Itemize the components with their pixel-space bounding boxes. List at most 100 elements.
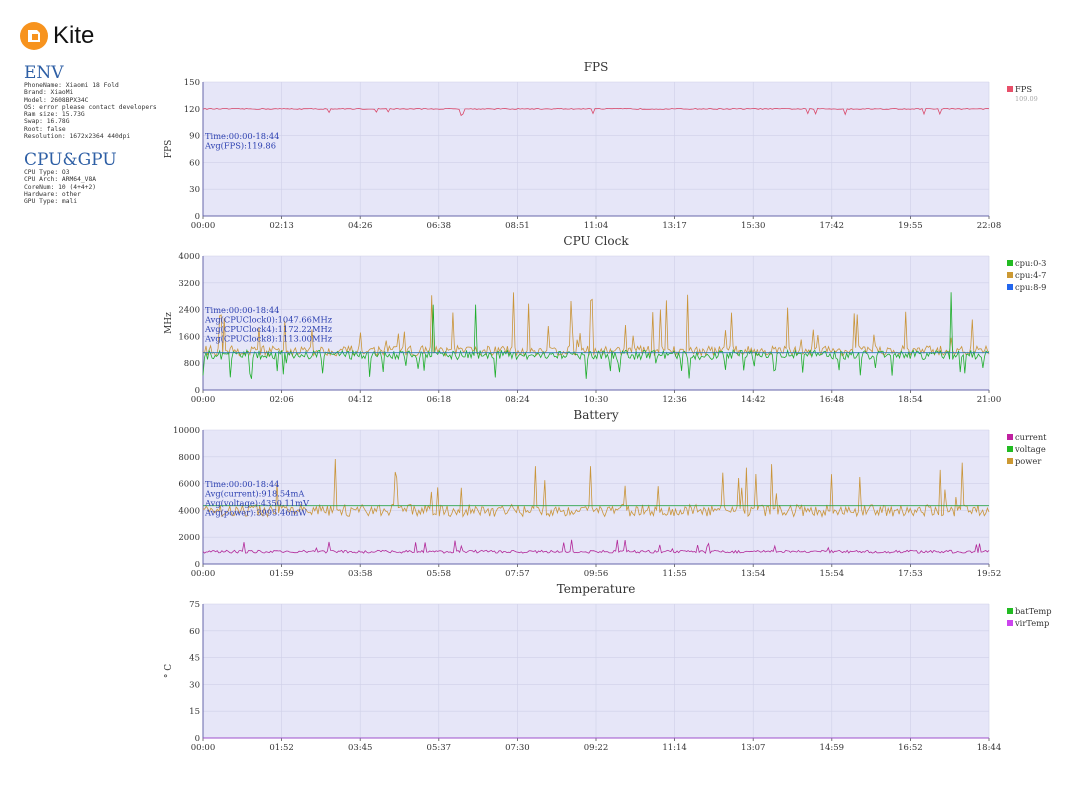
legend-swatch [1007,608,1013,614]
x-tick-label: 15:30 [741,221,766,231]
env-ram: Ram size: 15.73G [24,111,85,119]
chart-title: FPS [584,60,609,74]
env-brand: Brand: XiaoMi [24,89,74,97]
x-tick-label: 19:52 [977,569,1002,579]
cpu-type: CPU Type: O3 [24,169,70,176]
x-tick-label: 03:58 [348,569,373,579]
series-line [202,539,990,554]
x-tick-label: 02:06 [269,395,294,405]
env-title: ENV [24,63,64,83]
chart-title: Temperature [557,582,636,596]
annotation-text: Time:00:00-18:44 [205,131,279,141]
x-tick-label: 18:54 [898,395,923,405]
y-tick-label: 15 [189,707,200,717]
y-axis-label: ° C [164,664,174,678]
x-tick-label: 09:22 [584,743,609,753]
env-resolution: Resolution: 1672x2364 440dpi [24,133,131,141]
legend-label: batTemp [1015,606,1052,616]
y-tick-label: 2000 [178,533,200,543]
x-tick-label: 01:59 [269,569,294,579]
env-model: Model: 2608BPX34C [24,96,89,104]
x-tick-label: 00:00 [191,395,216,405]
x-tick-label: 04:26 [348,221,373,231]
x-tick-label: 16:48 [820,395,845,405]
legend-swatch [1007,434,1013,440]
legend-label: current [1015,432,1047,442]
x-tick-label: 11:04 [584,221,609,231]
legend-swatch [1007,284,1013,290]
legend-swatch [1007,86,1013,92]
y-tick-label: 120 [184,105,200,115]
x-tick-label: 10:30 [584,395,609,405]
y-tick-label: 0 [195,212,200,222]
annotation-text: Avg(voltage):4350.11mV [204,498,310,508]
annotation-text: Avg(CPUClock8):1113.00MHz [204,334,333,344]
x-tick-label: 09:56 [584,569,609,579]
x-tick-label: 03:45 [348,743,373,753]
y-tick-label: 75 [189,600,200,610]
x-tick-label: 17:53 [898,569,923,579]
y-tick-label: 0 [195,734,200,744]
legend-label: voltage [1014,444,1046,454]
brand-name: Kite [53,22,95,49]
cpugpu-title: CPU&GPU [24,150,117,170]
x-tick-label: 05:37 [427,743,452,753]
y-tick-label: 0 [195,560,200,570]
series-line [202,107,990,117]
x-tick-label: 02:13 [269,221,294,231]
x-tick-label: 04:12 [348,395,373,405]
legend-swatch [1007,260,1013,266]
annotation-text: Time:00:00-18:44 [205,305,279,315]
x-tick-label: 19:55 [898,221,923,231]
y-tick-label: 30 [189,185,200,195]
y-tick-label: 150 [184,78,200,88]
series-line [202,292,990,379]
x-tick-label: 00:00 [191,743,216,753]
env-os: OS: error please contact developers [24,103,157,111]
y-tick-label: 4000 [178,252,200,262]
x-tick-label: 13:54 [741,569,766,579]
core-num: CoreNum: 10 (4+4+2) [24,183,97,191]
y-tick-label: 2400 [178,306,200,316]
x-tick-label: 13:17 [662,221,687,231]
legend-label: power [1015,456,1041,466]
x-tick-label: 11:14 [662,743,687,753]
y-tick-label: 60 [189,158,200,168]
x-tick-label: 21:00 [977,395,1002,405]
y-tick-label: 6000 [178,480,200,490]
y-tick-label: 10000 [173,426,200,436]
y-tick-label: 45 [189,654,200,664]
cpugpu-panel: CPU&GPU CPU Type: O3 CPU Arch: ARM64_V8A… [24,151,174,205]
cpu-arch: CPU Arch: ARM64_V8A [24,176,97,184]
x-tick-label: 05:58 [427,569,452,579]
y-tick-label: 0 [195,386,200,396]
legend-sub: 109.09 [1015,95,1038,103]
x-tick-label: 06:18 [427,395,452,405]
legend-swatch [1007,620,1013,626]
kite-logo-icon [20,22,48,50]
x-tick-label: 00:00 [191,221,216,231]
hardware: Hardware: other [24,190,81,198]
x-tick-label: 16:52 [898,743,923,753]
y-tick-label: 60 [189,627,200,637]
legend-label: FPS [1015,84,1032,94]
legend-swatch [1007,272,1013,278]
legend-label: cpu:0-3 [1015,258,1046,268]
x-tick-label: 12:36 [662,395,687,405]
x-tick-label: 15:54 [820,569,845,579]
y-tick-label: 8000 [178,453,200,463]
x-tick-label: 08:24 [505,395,530,405]
x-tick-label: 01:52 [269,743,294,753]
annotation-text: Avg(CPUClock0):1047.66MHz [204,315,333,325]
annotation-text: Avg(power):3995.46mW [204,508,307,518]
annotation-text: Avg(CPUClock4):1172.22MHz [204,324,333,334]
y-tick-label: 30 [189,680,200,690]
legend-label: cpu:4-7 [1015,270,1046,280]
x-tick-label: 07:57 [505,569,530,579]
x-tick-label: 14:42 [741,395,766,405]
annotation-text: Time:00:00-18:44 [205,479,279,489]
y-tick-label: 90 [189,132,200,142]
legend-swatch [1007,446,1013,452]
env-phone-name: PhoneName: Xiaomi 18 Fold [24,82,119,89]
